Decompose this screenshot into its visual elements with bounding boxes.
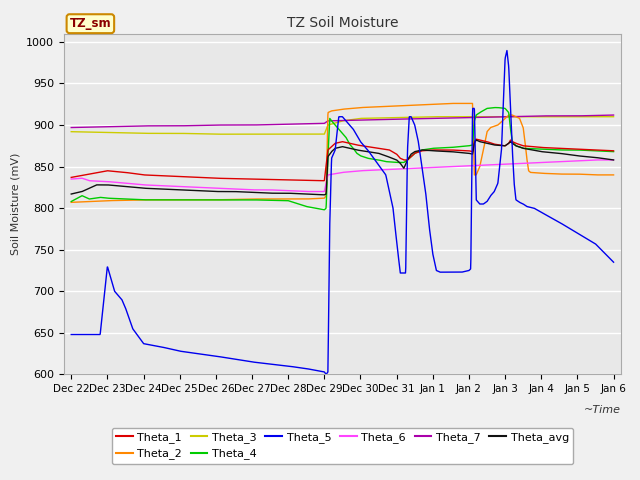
Line: Theta_3: Theta_3 bbox=[71, 117, 614, 134]
Theta_6 bbox=[610, 157, 618, 163]
Line: Theta_4: Theta_4 bbox=[71, 108, 614, 210]
Theta_avg bbox=[495, 143, 502, 148]
Theta_1 bbox=[610, 148, 618, 154]
Theta_6 bbox=[95, 178, 103, 184]
Theta_2 bbox=[595, 172, 602, 178]
Theta_7 bbox=[95, 124, 103, 130]
Legend: Theta_1, Theta_2, Theta_3, Theta_4, Theta_5, Theta_6, Theta_7, Theta_avg: Theta_1, Theta_2, Theta_3, Theta_4, Thet… bbox=[111, 428, 573, 464]
Theta_3 bbox=[595, 114, 602, 120]
Theta_4 bbox=[610, 149, 618, 155]
Theta_avg bbox=[332, 145, 339, 151]
Theta_7 bbox=[594, 112, 602, 118]
Line: Theta_avg: Theta_avg bbox=[71, 140, 614, 195]
Theta_avg bbox=[317, 192, 324, 198]
Theta_3 bbox=[332, 120, 339, 126]
Theta_2 bbox=[95, 198, 103, 204]
Theta_4 bbox=[67, 199, 75, 204]
Theta_5 bbox=[610, 259, 618, 265]
Theta_4 bbox=[495, 105, 502, 110]
Theta_7 bbox=[594, 112, 602, 118]
Theta_2 bbox=[67, 200, 75, 205]
Line: Theta_1: Theta_1 bbox=[71, 139, 614, 181]
Theta_4 bbox=[321, 207, 328, 213]
Theta_avg bbox=[320, 192, 328, 198]
Theta_2 bbox=[447, 100, 455, 106]
Text: ~Time: ~Time bbox=[584, 405, 621, 415]
Theta_1 bbox=[332, 141, 339, 146]
Theta_avg bbox=[595, 155, 602, 161]
Theta_6 bbox=[317, 189, 324, 194]
Theta_1 bbox=[67, 175, 75, 180]
Theta_5 bbox=[95, 332, 103, 337]
Line: Theta_6: Theta_6 bbox=[71, 160, 614, 192]
Theta_avg bbox=[95, 182, 103, 188]
Theta_6 bbox=[303, 189, 310, 194]
Theta_5 bbox=[595, 244, 602, 250]
Theta_avg bbox=[472, 137, 480, 143]
Theta_6 bbox=[595, 157, 602, 163]
Theta_5 bbox=[323, 372, 330, 377]
Theta_5 bbox=[495, 174, 502, 180]
Theta_3 bbox=[595, 114, 602, 120]
Theta_7 bbox=[67, 125, 75, 131]
Theta_3 bbox=[95, 130, 103, 135]
Theta_2 bbox=[594, 172, 602, 178]
Theta_6 bbox=[332, 171, 339, 177]
Theta_4 bbox=[317, 206, 324, 212]
Theta_2 bbox=[495, 121, 502, 127]
Theta_1 bbox=[472, 136, 480, 142]
Theta_7 bbox=[610, 112, 618, 118]
Line: Theta_5: Theta_5 bbox=[71, 50, 614, 374]
Theta_4 bbox=[595, 148, 602, 154]
Theta_4 bbox=[595, 148, 602, 154]
Theta_5 bbox=[595, 244, 602, 250]
Y-axis label: Soil Moisture (mV): Soil Moisture (mV) bbox=[11, 153, 20, 255]
Theta_2 bbox=[331, 108, 339, 113]
Theta_2 bbox=[317, 195, 324, 201]
Theta_3 bbox=[429, 114, 436, 120]
Theta_5 bbox=[67, 332, 75, 337]
Theta_1 bbox=[595, 147, 602, 153]
Theta_3 bbox=[212, 132, 220, 137]
Theta_2 bbox=[610, 172, 618, 178]
Theta_7 bbox=[317, 120, 324, 126]
Theta_5 bbox=[332, 147, 339, 153]
Theta_3 bbox=[67, 129, 75, 134]
Theta_4 bbox=[95, 195, 103, 201]
Text: TZ_sm: TZ_sm bbox=[70, 17, 111, 30]
Theta_3 bbox=[495, 114, 502, 120]
Theta_6 bbox=[595, 157, 602, 163]
Theta_5 bbox=[503, 48, 511, 53]
Theta_4 bbox=[491, 105, 499, 110]
Theta_1 bbox=[495, 142, 502, 148]
Theta_6 bbox=[67, 176, 75, 182]
Theta_avg bbox=[67, 191, 75, 197]
Theta_5 bbox=[317, 368, 324, 374]
Theta_1 bbox=[95, 169, 103, 175]
Theta_3 bbox=[317, 132, 324, 137]
Theta_1 bbox=[320, 178, 328, 184]
Theta_6 bbox=[495, 162, 502, 168]
Theta_1 bbox=[595, 147, 602, 153]
Theta_4 bbox=[332, 122, 339, 128]
Theta_3 bbox=[610, 114, 618, 120]
Theta_1 bbox=[317, 178, 324, 183]
Theta_7 bbox=[331, 118, 339, 123]
Line: Theta_7: Theta_7 bbox=[71, 115, 614, 128]
Theta_avg bbox=[595, 155, 602, 161]
Line: Theta_2: Theta_2 bbox=[71, 103, 614, 203]
Theta_avg bbox=[610, 157, 618, 163]
Title: TZ Soil Moisture: TZ Soil Moisture bbox=[287, 16, 398, 30]
Theta_6 bbox=[592, 157, 600, 163]
Theta_7 bbox=[495, 114, 502, 120]
